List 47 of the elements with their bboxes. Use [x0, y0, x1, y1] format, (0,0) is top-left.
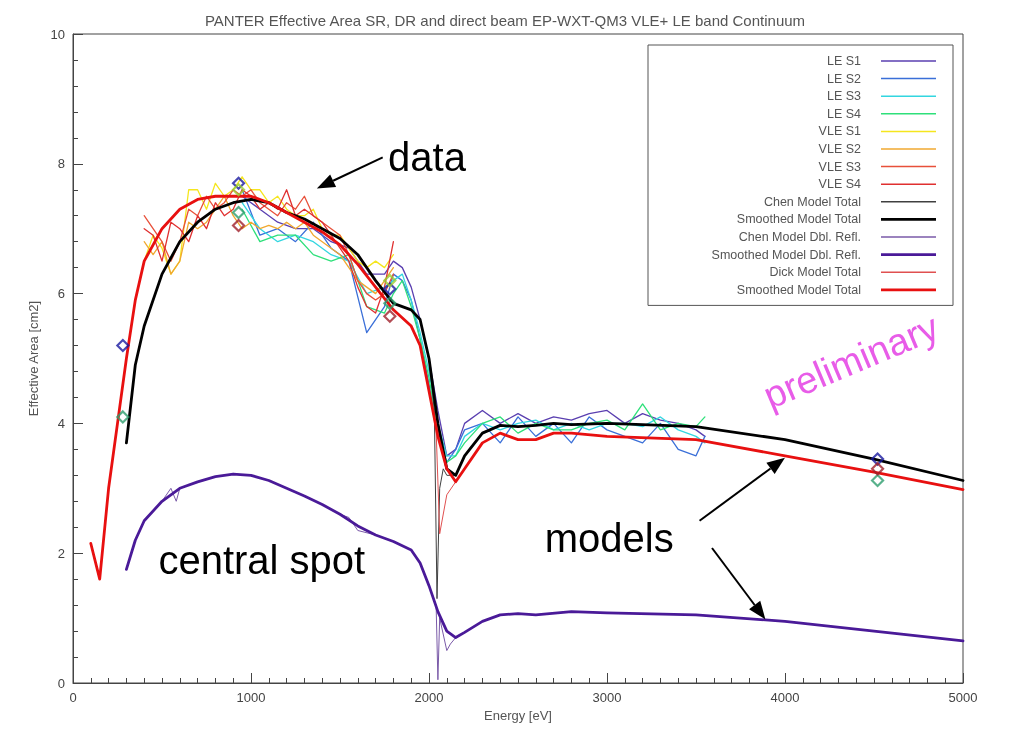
- x-tick-label: 0: [69, 690, 77, 705]
- point: [231, 176, 246, 190]
- point: [870, 473, 885, 488]
- y-tick-label: 2: [57, 545, 65, 561]
- point: [870, 452, 885, 466]
- annotation: central spot: [158, 537, 366, 582]
- point: [116, 338, 130, 353]
- legend-label: Smoothed Model Total: [736, 282, 861, 297]
- legend-label: Smoothed Model Total: [736, 212, 861, 227]
- point: [231, 205, 246, 220]
- point: [383, 282, 397, 296]
- legend-label: VLE S2: [818, 142, 862, 156]
- line-series: [125, 472, 965, 643]
- y-tick-label: 4: [57, 415, 65, 431]
- x-tick-label: 3000: [592, 690, 622, 705]
- y-tick-label: 10: [50, 26, 65, 42]
- point: [231, 218, 246, 233]
- legend-label: LE S4: [826, 106, 862, 121]
- legend-label: Chen Model Dbl. Refl.: [738, 230, 861, 244]
- x-tick-label: 2000: [414, 690, 444, 705]
- y-tick-label: 6: [57, 286, 65, 302]
- x-tick-label: 4000: [770, 690, 800, 705]
- legend-label: LE S3: [826, 89, 862, 104]
- point: [383, 309, 397, 323]
- line-series: [125, 198, 965, 482]
- point: [116, 410, 130, 424]
- annotation: data: [388, 135, 467, 180]
- point: [231, 183, 246, 197]
- legend-label: Dick Model Total: [769, 265, 861, 280]
- legend-label: Smoothed Model Dbl. Refl.: [711, 247, 861, 262]
- legend-label: VLE S1: [818, 124, 862, 139]
- x-axis-title: Energy [eV]: [484, 707, 552, 723]
- legend-label: VLE S3: [818, 159, 862, 174]
- point: [870, 462, 885, 476]
- y-tick-label: 0: [57, 675, 65, 691]
- legend-label: VLE S4: [818, 177, 862, 192]
- legend-label: Chen Model Total: [763, 194, 861, 209]
- annotation: models: [544, 516, 674, 561]
- x-tick-label: 1000: [236, 690, 266, 705]
- legend-label: LE S2: [826, 71, 862, 86]
- point: [383, 274, 397, 288]
- x-tick-label: 5000: [948, 690, 978, 705]
- chart-title: PANTER Effective Area SR, DR and direct beam EP-WXT-QM3 VLE+ LE band Continuum: [204, 12, 806, 29]
- y-tick-label: 8: [57, 156, 65, 172]
- point: [383, 296, 397, 310]
- legend-label: LE S1: [826, 54, 862, 68]
- y-axis-title: Effective Area [cm2]: [25, 300, 41, 417]
